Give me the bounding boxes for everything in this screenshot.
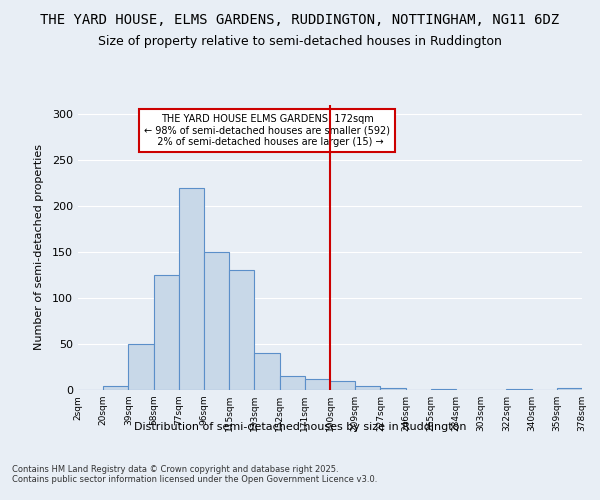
Bar — [204, 252, 229, 390]
Text: Size of property relative to semi-detached houses in Ruddington: Size of property relative to semi-detach… — [98, 35, 502, 48]
Bar — [380, 388, 406, 390]
Text: THE YARD HOUSE ELMS GARDENS: 172sqm
← 98% of semi-detached houses are smaller (5: THE YARD HOUSE ELMS GARDENS: 172sqm ← 98… — [144, 114, 390, 147]
Bar — [179, 188, 204, 390]
Bar — [128, 344, 154, 390]
Bar — [154, 275, 179, 390]
Bar — [254, 353, 280, 390]
Text: Distribution of semi-detached houses by size in Ruddington: Distribution of semi-detached houses by … — [134, 422, 466, 432]
Bar — [506, 389, 532, 390]
Bar — [431, 389, 456, 390]
Text: Contains HM Land Registry data © Crown copyright and database right 2025.
Contai: Contains HM Land Registry data © Crown c… — [12, 465, 377, 484]
Y-axis label: Number of semi-detached properties: Number of semi-detached properties — [34, 144, 44, 350]
Bar — [305, 379, 330, 390]
Text: THE YARD HOUSE, ELMS GARDENS, RUDDINGTON, NOTTINGHAM, NG11 6DZ: THE YARD HOUSE, ELMS GARDENS, RUDDINGTON… — [40, 12, 560, 26]
Bar — [229, 270, 254, 390]
Bar — [355, 386, 380, 390]
Bar — [280, 376, 305, 390]
Bar — [103, 386, 128, 390]
Bar — [330, 381, 355, 390]
Bar — [557, 388, 582, 390]
